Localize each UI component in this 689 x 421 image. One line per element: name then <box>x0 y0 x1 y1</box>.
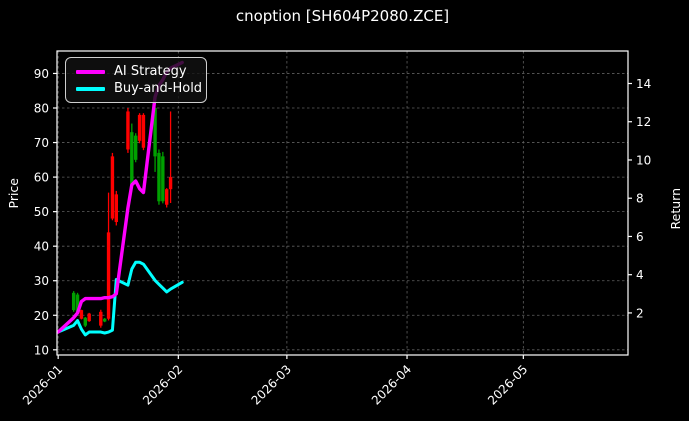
candle-body <box>71 292 76 311</box>
price-tick-label: 90 <box>34 67 49 81</box>
price-tick-label: 20 <box>34 309 49 323</box>
legend: AI Strategy Buy-and-Hold <box>65 57 207 103</box>
candle-body <box>133 135 138 160</box>
x-tick-label: 2026-03 <box>249 362 294 407</box>
price-tick-label: 40 <box>34 240 49 254</box>
candle-body <box>110 156 115 219</box>
price-tick-label: 30 <box>34 274 49 288</box>
x-tick-label: 2026-02 <box>140 362 185 407</box>
candle-body <box>106 232 111 319</box>
legend-label-ai-strategy: AI Strategy <box>114 64 187 79</box>
price-tick-label: 80 <box>34 102 49 116</box>
return-tick-label: 2 <box>636 306 644 320</box>
candle-body <box>87 313 91 322</box>
return-axis-label: Return <box>668 188 683 230</box>
legend-item-ai-strategy: AI Strategy <box>76 64 196 79</box>
candle-body <box>126 111 130 150</box>
chart-title: cnoption [SH604P2080.ZCE] <box>235 7 450 25</box>
return-tick-label: 6 <box>636 230 644 244</box>
candle-body <box>168 177 173 190</box>
candle-body <box>130 132 134 184</box>
candle-body <box>157 152 161 202</box>
candle-body <box>165 189 169 205</box>
return-tick-label: 4 <box>636 268 644 282</box>
return-tick-label: 12 <box>636 115 651 129</box>
candle-body <box>79 310 84 319</box>
candle-body <box>137 114 142 141</box>
candle-body <box>153 108 157 157</box>
x-tick-label: 2026-01 <box>20 362 65 407</box>
candle-body <box>161 156 165 202</box>
candle-body <box>99 311 103 326</box>
candle-body <box>83 317 87 326</box>
price-tick-label: 70 <box>34 136 49 150</box>
return-tick-label: 10 <box>636 153 651 167</box>
ai-strategy-line-swatch <box>76 69 105 74</box>
x-tick-label: 2026-04 <box>369 362 414 407</box>
buy-and-hold-line-swatch <box>76 86 105 91</box>
candle-body <box>102 318 107 322</box>
x-tick-label: 2026-05 <box>485 362 530 407</box>
buy-and-hold-line <box>56 260 184 337</box>
candle-body <box>114 194 119 222</box>
candle-body <box>141 114 146 148</box>
plot-border <box>56 50 629 356</box>
legend-item-buy-and-hold: Buy-and-Hold <box>76 81 202 96</box>
legend-label-buy-and-hold: Buy-and-Hold <box>114 81 203 96</box>
price-axis-label: Price <box>6 178 21 209</box>
price-tick-label: 10 <box>34 343 49 357</box>
return-tick-label: 8 <box>636 192 644 206</box>
candle-body <box>75 294 80 312</box>
price-tick-label: 50 <box>34 205 49 219</box>
return-tick-label: 14 <box>636 77 651 91</box>
price-tick-label: 60 <box>34 171 49 185</box>
